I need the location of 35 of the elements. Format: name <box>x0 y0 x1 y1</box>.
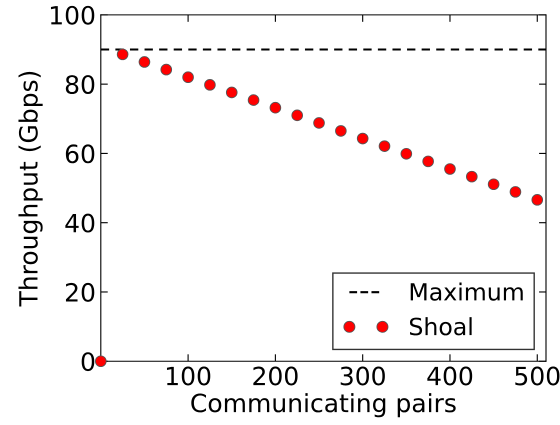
point <box>182 71 194 84</box>
x-tick-label: 500 <box>515 366 560 386</box>
x-axis-title: Communicating pairs <box>191 393 456 418</box>
y-tick-label: 60 <box>66 144 94 164</box>
point <box>335 125 347 137</box>
point <box>531 194 544 206</box>
point <box>422 156 434 168</box>
point <box>378 140 390 152</box>
point <box>138 56 150 68</box>
point <box>356 132 368 144</box>
y-tick-label: 40 <box>65 214 94 233</box>
point <box>226 86 238 98</box>
point <box>313 117 325 129</box>
x-tick-label: 100 <box>166 366 210 386</box>
point <box>270 102 282 114</box>
legend-label: Maximum <box>410 282 523 301</box>
point <box>444 163 456 175</box>
y-tick-label: 20 <box>66 282 94 302</box>
point <box>466 170 478 182</box>
point <box>291 110 304 122</box>
x-tick-label: 200 <box>253 366 298 386</box>
point <box>116 48 128 60</box>
point <box>204 79 216 91</box>
point <box>400 148 412 160</box>
y-tick-label: 100 <box>50 6 94 25</box>
point <box>248 94 260 106</box>
y-axis-title: Throughput (Gbps) <box>18 72 43 307</box>
x-tick-label: 300 <box>340 366 385 386</box>
y-tick-label: 80 <box>66 75 94 94</box>
legend-label: Shoal <box>410 317 472 336</box>
point <box>488 178 500 190</box>
point <box>160 64 172 76</box>
x-tick-label: 400 <box>427 366 472 386</box>
point <box>510 186 522 198</box>
y-tick-label: 0 <box>82 352 94 372</box>
